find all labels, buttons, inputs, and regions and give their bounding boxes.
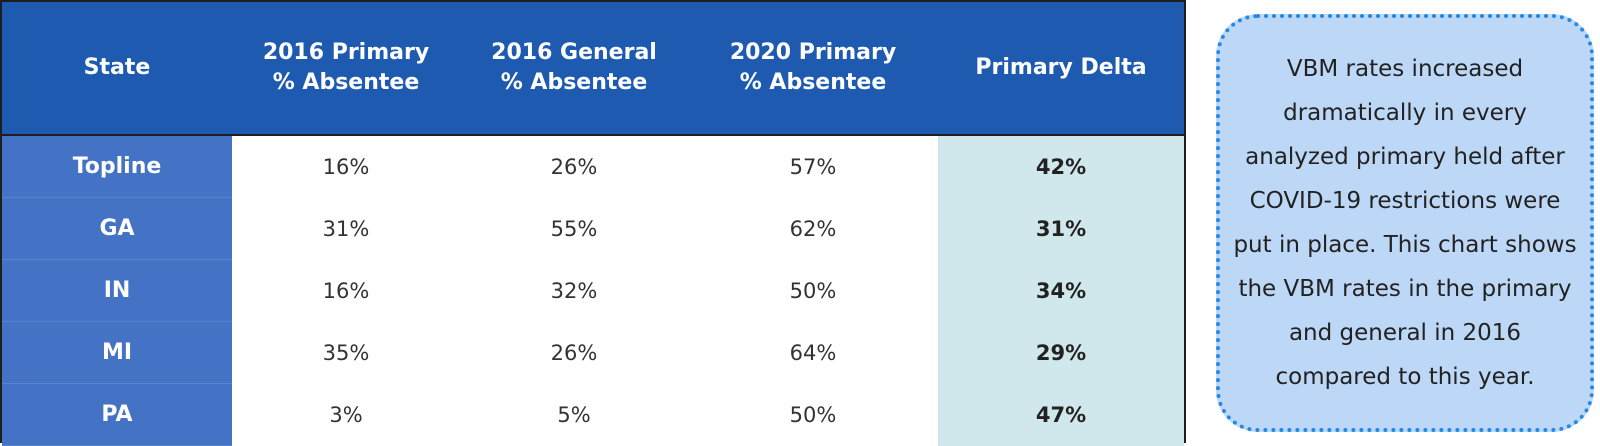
cell-primary-delta: 31%: [938, 197, 1184, 260]
table-row: Topline 16% 26% 57% 42%: [2, 135, 1184, 198]
cell-2016-primary: 3%: [329, 402, 363, 427]
cell-primary-delta: 29%: [938, 321, 1184, 384]
cell-2016-general: 5%: [557, 402, 591, 427]
table-row: MI 35% 26% 64% 29%: [2, 321, 1184, 384]
cell-2016-general: 55%: [550, 216, 598, 241]
cell-state: IN: [2, 259, 232, 322]
cell-primary-delta: 42%: [938, 135, 1184, 198]
annotation-callout: VBM rates increased dramatically in ever…: [1216, 14, 1594, 432]
table-row: PA 3% 5% 50% 47%: [2, 383, 1184, 446]
cell-state: Topline: [2, 135, 232, 198]
cell-primary-delta: 47%: [938, 383, 1184, 446]
annotation-text: VBM rates increased dramatically in ever…: [1233, 56, 1577, 390]
header-2016-primary: 2016 Primary % Absentee: [232, 2, 460, 136]
table-row: GA 31% 55% 62% 31%: [2, 197, 1184, 260]
absentee-table: State 2016 Primary % Absentee 2016 Gener…: [0, 0, 1186, 446]
cell-2016-general: 32%: [550, 278, 598, 303]
cell-2020-primary: 50%: [789, 278, 837, 303]
cell-2016-primary: 16%: [322, 278, 370, 303]
cell-state: MI: [2, 321, 232, 384]
cell-state: PA: [2, 383, 232, 446]
header-state: State: [2, 2, 232, 136]
cell-primary-delta: 34%: [938, 259, 1184, 322]
header-primary-delta: Primary Delta: [938, 2, 1184, 136]
table-header-row: State 2016 Primary % Absentee 2016 Gener…: [2, 2, 1184, 136]
cell-2016-general: 26%: [550, 340, 598, 365]
header-2020-primary: 2020 Primary % Absentee: [688, 2, 938, 136]
cell-2020-primary: 50%: [789, 402, 837, 427]
cell-2016-general: 26%: [550, 154, 598, 179]
cell-state: GA: [2, 197, 232, 260]
cell-2016-primary: 16%: [322, 154, 370, 179]
table-row: IN 16% 32% 50% 34%: [2, 259, 1184, 322]
cell-2016-primary: 31%: [322, 216, 370, 241]
cell-2016-primary: 35%: [322, 340, 370, 365]
cell-2020-primary: 57%: [789, 154, 837, 179]
header-2016-general: 2016 General % Absentee: [460, 2, 688, 136]
cell-2020-primary: 64%: [789, 340, 837, 365]
cell-2020-primary: 62%: [789, 216, 837, 241]
absentee-table-grid: State 2016 Primary % Absentee 2016 Gener…: [2, 2, 1184, 446]
